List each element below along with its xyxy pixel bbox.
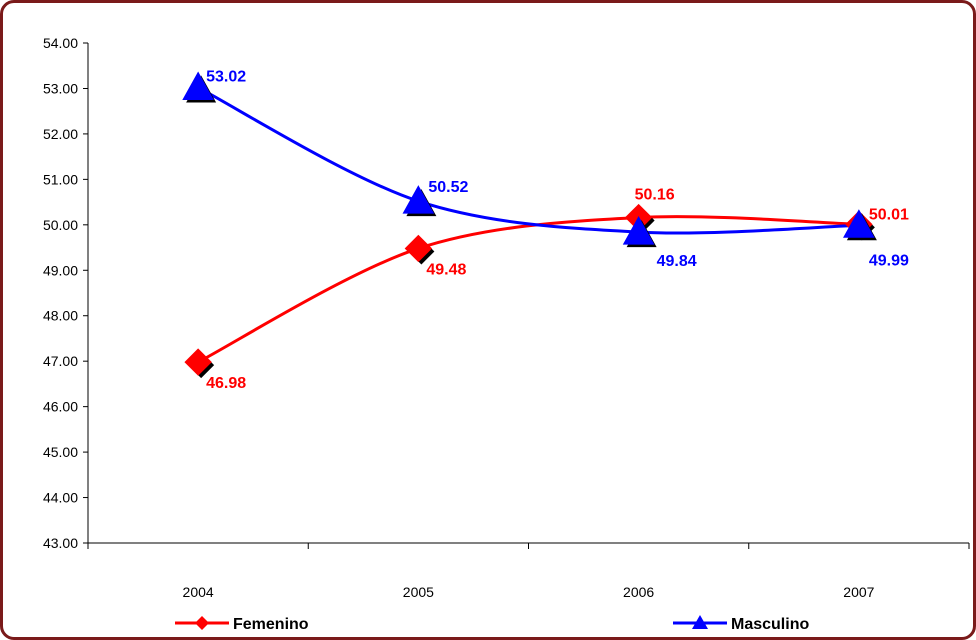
marker-masculino [622, 216, 655, 245]
series-lines [197, 86, 859, 364]
y-tick-label: 48.00 [43, 308, 78, 324]
marker-femenino [404, 234, 433, 263]
legend: Femenino Masculino [175, 615, 809, 633]
marker-masculino [402, 185, 435, 214]
series-line-femenino [197, 215, 859, 364]
y-tick-label: 50.00 [43, 217, 78, 233]
x-tick-label: 2007 [843, 584, 874, 600]
series-markers [182, 71, 877, 379]
data-label-masculino: 49.84 [657, 253, 697, 270]
x-tick-label: 2005 [403, 584, 434, 600]
y-tick-label: 45.00 [43, 444, 78, 460]
y-tick-label: 52.00 [43, 126, 78, 142]
marker-masculino [843, 209, 875, 238]
y-tick-label: 51.00 [43, 171, 78, 187]
y-tick-label: 54.00 [43, 35, 78, 51]
y-tick-label: 43.00 [43, 535, 78, 551]
data-label-masculino: 50.52 [428, 179, 468, 196]
marker-masculino [182, 71, 214, 101]
legend-marker-femenino [195, 616, 209, 630]
line-chart: 43.00 44.00 45.00 46.00 47.00 48.00 49.00 50.00… [43, 35, 970, 633]
y-tick-label: 44.00 [43, 490, 78, 506]
y-tick-label: 53.00 [43, 80, 78, 96]
x-tick-labels: 2004 2005 2006 2007 [183, 584, 875, 600]
data-label-masculino: 53.02 [206, 69, 246, 86]
y-tick-label: 46.00 [43, 399, 78, 415]
x-tick-label: 2006 [623, 584, 654, 600]
data-label-femenino: 46.98 [206, 375, 246, 392]
y-tick-labels: 43.00 44.00 45.00 46.00 47.00 48.00 49.00 50.00… [43, 35, 78, 551]
x-tick-label: 2004 [183, 584, 214, 600]
legend-label-masculino: Masculino [731, 616, 809, 633]
marker-femenino [184, 348, 212, 376]
data-labels: 46.98 49.48 50.16 50.01 53.02 50.52 49.84 49.99 [206, 69, 909, 393]
data-label-femenino: 49.48 [426, 261, 466, 278]
y-tick-label: 49.00 [43, 262, 78, 278]
series-line-masculino [197, 86, 859, 235]
data-label-femenino: 50.16 [635, 187, 675, 204]
legend-marker-masculino [692, 615, 708, 629]
y-tick-label: 47.00 [43, 353, 78, 369]
data-label-masculino: 49.99 [869, 252, 909, 269]
data-label-femenino: 50.01 [869, 206, 909, 223]
chart-axes [83, 42, 970, 549]
legend-label-femenino: Femenino [233, 616, 309, 633]
